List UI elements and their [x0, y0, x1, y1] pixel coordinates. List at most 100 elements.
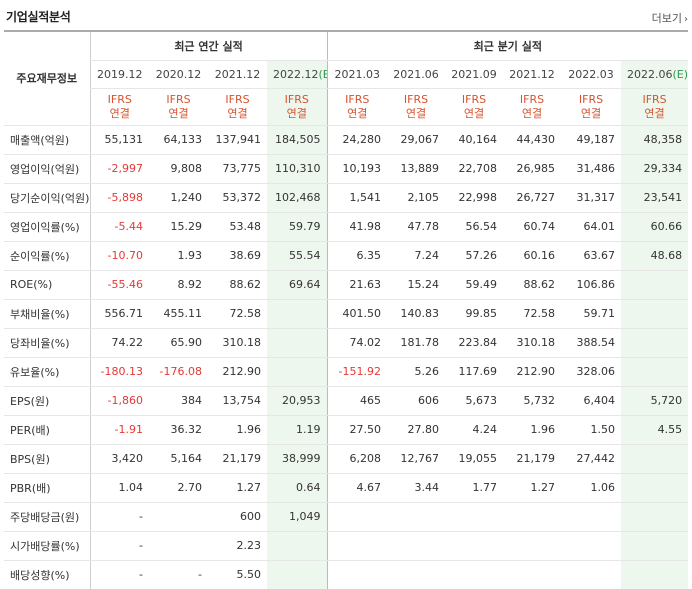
basis-label: 연결: [168, 106, 189, 120]
quarter-group-header: 최근 분기 실적: [326, 30, 689, 61]
value-cell: 223.84: [445, 328, 504, 358]
value-cell: -1,860: [89, 385, 149, 416]
value-cell: -: [89, 501, 149, 532]
value-cell: 4.55: [621, 415, 689, 445]
value-cell: 36.32: [149, 415, 208, 445]
value-cell: 2.23: [208, 531, 267, 561]
value-cell: 60.16: [503, 241, 562, 271]
table-row: EPS(원) -1,860 384 13,754 20,953 465 606 5,673 5,…: [4, 385, 689, 416]
value-cell: [326, 531, 388, 561]
value-cell: 31,317: [561, 183, 622, 213]
value-cell: 55,131: [89, 124, 149, 155]
value-cell: 13,889: [387, 154, 446, 184]
value-cell: 1.04: [89, 473, 149, 503]
value-cell: 72.58: [503, 298, 562, 329]
value-cell: 6,404: [561, 385, 622, 416]
period-label: 2021.09: [451, 67, 497, 81]
value-cell: 64.01: [561, 211, 622, 242]
row-label: 매출액(억원): [4, 124, 90, 155]
value-cell: 5.26: [387, 357, 446, 387]
period-label: 2021.12: [509, 67, 555, 81]
more-label: 더보기: [651, 12, 682, 25]
value-cell: 55.54: [267, 241, 328, 271]
row-label: 배당성향(%): [4, 560, 90, 589]
table-row: 당기순이익(억원) -5,898 1,240 53,372 102,468 1,541 2,…: [4, 183, 689, 213]
value-cell: 9,808: [149, 154, 208, 184]
value-cell: 606: [387, 385, 446, 416]
value-cell: 2,105: [387, 183, 446, 213]
value-cell: -2,997: [89, 154, 149, 184]
value-cell: [149, 531, 208, 561]
table-row: 영업이익(억원) -2,997 9,808 73,775 110,310 10,193 13…: [4, 154, 689, 184]
ifrs-basis-header: IFRS 연결: [561, 88, 622, 126]
row-label: EPS(원): [4, 385, 90, 416]
value-cell: 27.50: [326, 415, 388, 445]
ifrs-basis-header: IFRS 연결: [208, 88, 267, 126]
period-header: 2022.12(E): [267, 60, 328, 89]
table-row: PER(배) -1.91 36.32 1.96 1.19 27.50 27.80 4.24 1.…: [4, 415, 689, 445]
ifrs-label: IFRS: [642, 92, 667, 106]
value-cell: 49,187: [561, 124, 622, 155]
basis-label: 연결: [521, 106, 543, 120]
value-cell: 27,442: [561, 444, 622, 474]
table-row: ROE(%) -55.46 8.92 88.62 69.64 21.63 15.24 59.4…: [4, 270, 689, 300]
value-cell: [326, 501, 388, 532]
row-label: ROE(%): [4, 270, 90, 300]
basis-label: 연결: [463, 106, 485, 120]
estimate-mark: (E): [672, 67, 689, 81]
value-cell: -5.44: [89, 211, 149, 242]
table-row: 당좌비율(%) 74.22 65.90 310.18 74.02 181.78 223.84…: [4, 328, 689, 358]
value-cell: [503, 560, 562, 589]
row-label: PER(배): [4, 415, 90, 445]
estimate-mark: (E): [318, 67, 328, 81]
value-cell: 72.58: [208, 298, 267, 329]
value-cell: [621, 531, 689, 561]
value-cell: -180.13: [89, 357, 149, 387]
value-cell: 401.50: [326, 298, 388, 329]
value-cell: 57.26: [445, 241, 504, 271]
row-label: 당기순이익(억원): [4, 183, 90, 213]
value-cell: 47.78: [387, 211, 446, 242]
value-cell: [503, 501, 562, 532]
value-cell: 310.18: [503, 328, 562, 358]
row-label: 주당배당금(원): [4, 501, 90, 532]
value-cell: [149, 501, 208, 532]
value-cell: [503, 531, 562, 561]
value-cell: [267, 560, 328, 589]
value-cell: 26,727: [503, 183, 562, 213]
value-cell: 8.92: [149, 270, 208, 300]
value-cell: [267, 298, 328, 329]
value-cell: 40,164: [445, 124, 504, 155]
value-cell: 3.44: [387, 473, 446, 503]
value-cell: 19,055: [445, 444, 504, 474]
value-cell: [445, 531, 504, 561]
more-link[interactable]: 더보기 ›: [652, 10, 688, 26]
value-cell: 56.54: [445, 211, 504, 242]
value-cell: 5.50: [208, 560, 267, 589]
value-cell: 10,193: [326, 154, 388, 184]
value-cell: 15.24: [387, 270, 446, 300]
value-cell: -10.70: [89, 241, 149, 271]
table-row: 유보율(%) -180.13 -176.08 212.90 -151.92 5.26 117…: [4, 357, 689, 387]
table-row: 영업이익률(%) -5.44 15.29 53.48 59.79 41.98 47.78 56…: [4, 211, 689, 242]
ifrs-header-row: IFRS 연결 IFRS 연결 IFRS 연결 IFRS 연결 IFRS 연결 IFRS 연결 IFRS…: [4, 88, 689, 126]
period-label: 2022.03: [568, 67, 614, 81]
value-cell: [267, 531, 328, 561]
value-cell: -: [89, 560, 149, 589]
value-cell: 0.64: [267, 473, 328, 503]
value-cell: 1.93: [149, 241, 208, 271]
value-cell: [267, 328, 328, 358]
ifrs-label: IFRS: [225, 92, 250, 106]
value-cell: -176.08: [149, 357, 208, 387]
section-title: 기업실적분석: [6, 10, 71, 24]
ifrs-basis-header: IFRS 연결: [89, 88, 149, 126]
basis-label: 연결: [227, 106, 248, 120]
value-cell: 7.24: [387, 241, 446, 271]
period-label: 2020.12: [155, 67, 202, 81]
value-cell: 110,310: [267, 154, 328, 184]
table-row: 매출액(억원) 55,131 64,133 137,941 184,505 24,280 2…: [4, 124, 689, 155]
annual-group-header: 최근 연간 실적: [89, 30, 328, 61]
period-header-row: 2019.122020.122021.122022.12(E)2021.0320…: [4, 60, 689, 89]
value-cell: -151.92: [326, 357, 388, 387]
value-cell: 27.80: [387, 415, 446, 445]
